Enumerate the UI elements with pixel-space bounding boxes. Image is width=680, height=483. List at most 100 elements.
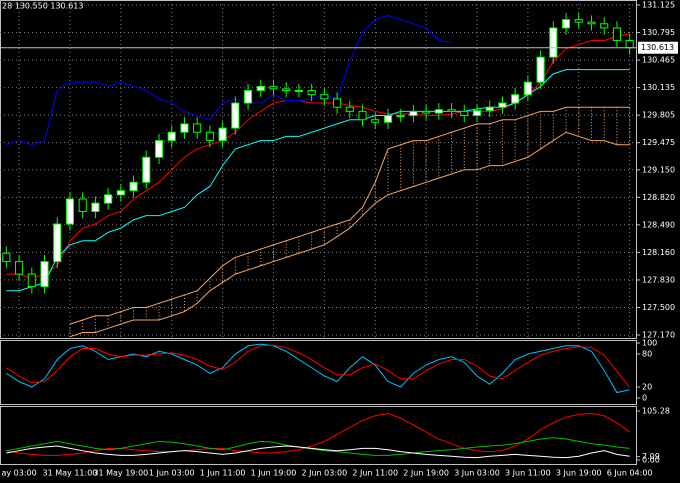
x-tick-label: 31 May 11:00 [43,469,98,478]
candle-body [345,106,354,112]
y-tick-label: 128.490 [642,220,675,229]
y-tick-label: 129.150 [642,165,675,174]
indicator-line [6,445,630,459]
candle-body [307,90,316,96]
candle-body [383,115,393,123]
candle-body [256,85,265,92]
candle-body [549,27,558,58]
candle-body [485,106,494,112]
y-tick-label: 105.28 [642,406,670,415]
candle-body [294,90,303,93]
candle-body [269,85,278,90]
candle-body [511,94,520,104]
y-tick-label: 129.805 [642,111,675,120]
x-tick-label: 1 Jun 03:00 [149,469,195,478]
candle-body [498,102,507,108]
candle-body [205,131,214,142]
last-price-box [638,41,678,54]
candle-body [282,88,291,92]
panel-border [0,406,637,465]
y-tick-label: 80 [642,350,652,359]
y-tick-label: 128.820 [642,193,675,202]
candle-body [409,110,418,117]
x-tick-label: 3 Jun 03:00 [454,469,500,478]
candle-body [460,110,469,117]
candle-body [320,94,329,100]
candle-body [116,190,125,196]
indicator-line [6,412,630,456]
indicator-line [6,437,630,456]
span-a-line [69,106,630,325]
x-tick-label: 3 Jun 19:00 [556,469,602,478]
indicator-line [6,343,630,394]
candle-body [612,27,621,41]
y-tick-label: 131.125 [642,1,675,10]
candle-body [129,181,138,192]
candle-body [422,110,431,114]
candle-body [447,109,456,112]
indicator-line [6,14,452,146]
x-tick-label: 31 May 19:00 [93,469,148,478]
candle-body [65,198,75,225]
candle-body [625,39,634,49]
candle-body [536,56,545,83]
last-price-label: 130.613 [641,43,674,52]
candle-body [2,252,11,263]
chart-header: 28 130.550 130.613 [2,2,83,11]
indicator-line [6,33,630,279]
candle-body [587,21,596,25]
y-tick-label: 0.00 [642,455,660,464]
y-tick-label: 127.830 [642,275,675,284]
x-tick-label: 3 Jun 11:00 [505,469,551,478]
candle-body [27,273,36,288]
x-tick-label: 2 Jun 03:00 [301,469,347,478]
candle-body [53,223,62,263]
x-tick-label: 2 Jun 19:00 [403,469,449,478]
candle-body [574,19,583,23]
y-tick-label: 130.135 [642,83,675,92]
x-tick-label: 1 Jun 19:00 [251,469,297,478]
candle-body [358,110,367,121]
candle-body [561,19,571,29]
y-tick-label: 20 [642,383,652,392]
y-tick-label: 128.160 [642,248,675,257]
candle-body [472,110,482,117]
x-tick-label: ay 03:00 [1,469,36,478]
candle-body [78,198,87,213]
candle-body [218,127,227,142]
candle-body [154,140,164,158]
x-tick-label: 1 Jun 11:00 [200,469,246,478]
y-tick-label: 0 [642,394,647,403]
y-tick-label: 130.465 [642,56,675,65]
candle-body [180,123,189,133]
y-tick-label: 127.170 [642,330,675,339]
y-tick-label: 7.09 [642,452,660,461]
candle-body [142,156,151,183]
candle-body [231,102,240,129]
candle-body [523,81,532,96]
candle-body [167,131,176,142]
x-tick-label: 2 Jun 11:00 [352,469,398,478]
candle-body [193,123,202,133]
candle-body [333,98,342,108]
panel-border [0,340,637,405]
candle-body [15,261,24,275]
y-tick-label: 129.475 [642,138,675,147]
y-tick-label: 127.500 [642,303,675,312]
candle-body [434,109,443,114]
indicator-line [6,69,630,292]
candle-body [371,119,380,123]
y-tick-label: 100 [642,339,657,348]
candle-body [600,23,609,29]
candle-body [91,202,100,213]
indicator-line [6,344,631,388]
y-tick-label: 130.795 [642,28,675,37]
x-tick-label: 6 Jun 04:00 [607,469,653,478]
candle-body [40,261,49,288]
candle-body [396,115,405,118]
candle-body [104,194,113,204]
span-b-line [69,131,630,338]
candle-body [243,90,253,104]
